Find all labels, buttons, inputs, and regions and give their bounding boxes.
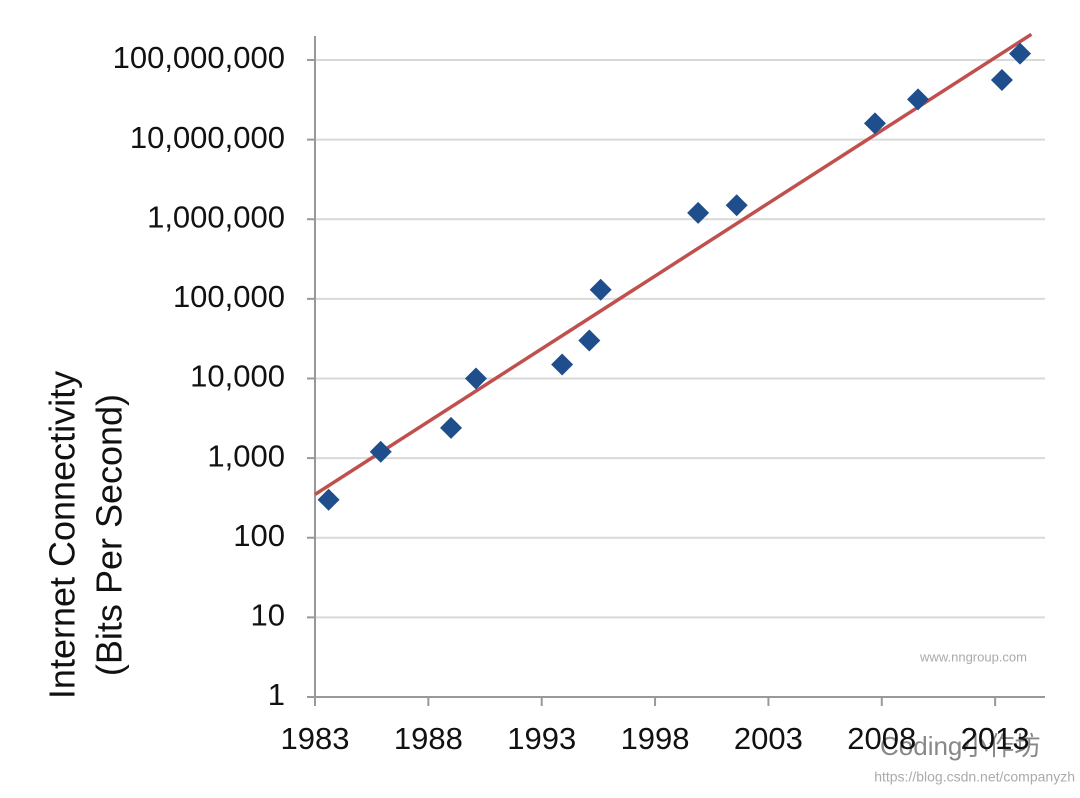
data-point	[863, 112, 886, 135]
y-tick-label: 1,000,000	[147, 199, 285, 234]
data-point	[369, 440, 392, 463]
data-point	[440, 416, 463, 439]
y-tick-label: 10,000,000	[130, 120, 285, 155]
y-tick-label: 10	[251, 598, 285, 633]
x-tick-label: 1988	[394, 721, 463, 756]
y-tick-label: 100	[233, 518, 285, 553]
x-tick-label: 2003	[734, 721, 803, 756]
data-point	[551, 353, 574, 376]
y-tick-label: 10,000	[190, 359, 285, 394]
y-tick-label: 100,000	[173, 279, 285, 314]
data-point	[464, 367, 487, 390]
watermark: https://blog.csdn.net/companyzh	[874, 769, 1075, 785]
y-tick-label: 1	[268, 677, 285, 712]
watermark: www.nngroup.com	[919, 649, 1027, 664]
y-axis-title: (Bits Per Second)	[89, 394, 130, 676]
data-point	[1009, 42, 1032, 65]
trend-line	[314, 32, 1033, 496]
data-point	[317, 488, 340, 511]
data-point	[725, 194, 748, 217]
x-tick-label: 2013	[961, 721, 1030, 756]
data-point	[687, 201, 710, 224]
watermark: Coding小作坊	[880, 731, 1040, 761]
x-tick-label: 1998	[621, 721, 690, 756]
y-axis-title: Internet Connectivity	[42, 371, 83, 699]
data-point	[589, 278, 612, 301]
data-point	[578, 329, 601, 352]
y-tick-label: 1,000	[207, 438, 285, 473]
x-tick-label: 1983	[281, 721, 350, 756]
x-tick-label: 1993	[507, 721, 576, 756]
y-tick-label: 100,000,000	[113, 40, 285, 75]
x-tick-label: 2008	[847, 721, 916, 756]
data-point	[907, 88, 930, 111]
data-point	[990, 69, 1013, 92]
